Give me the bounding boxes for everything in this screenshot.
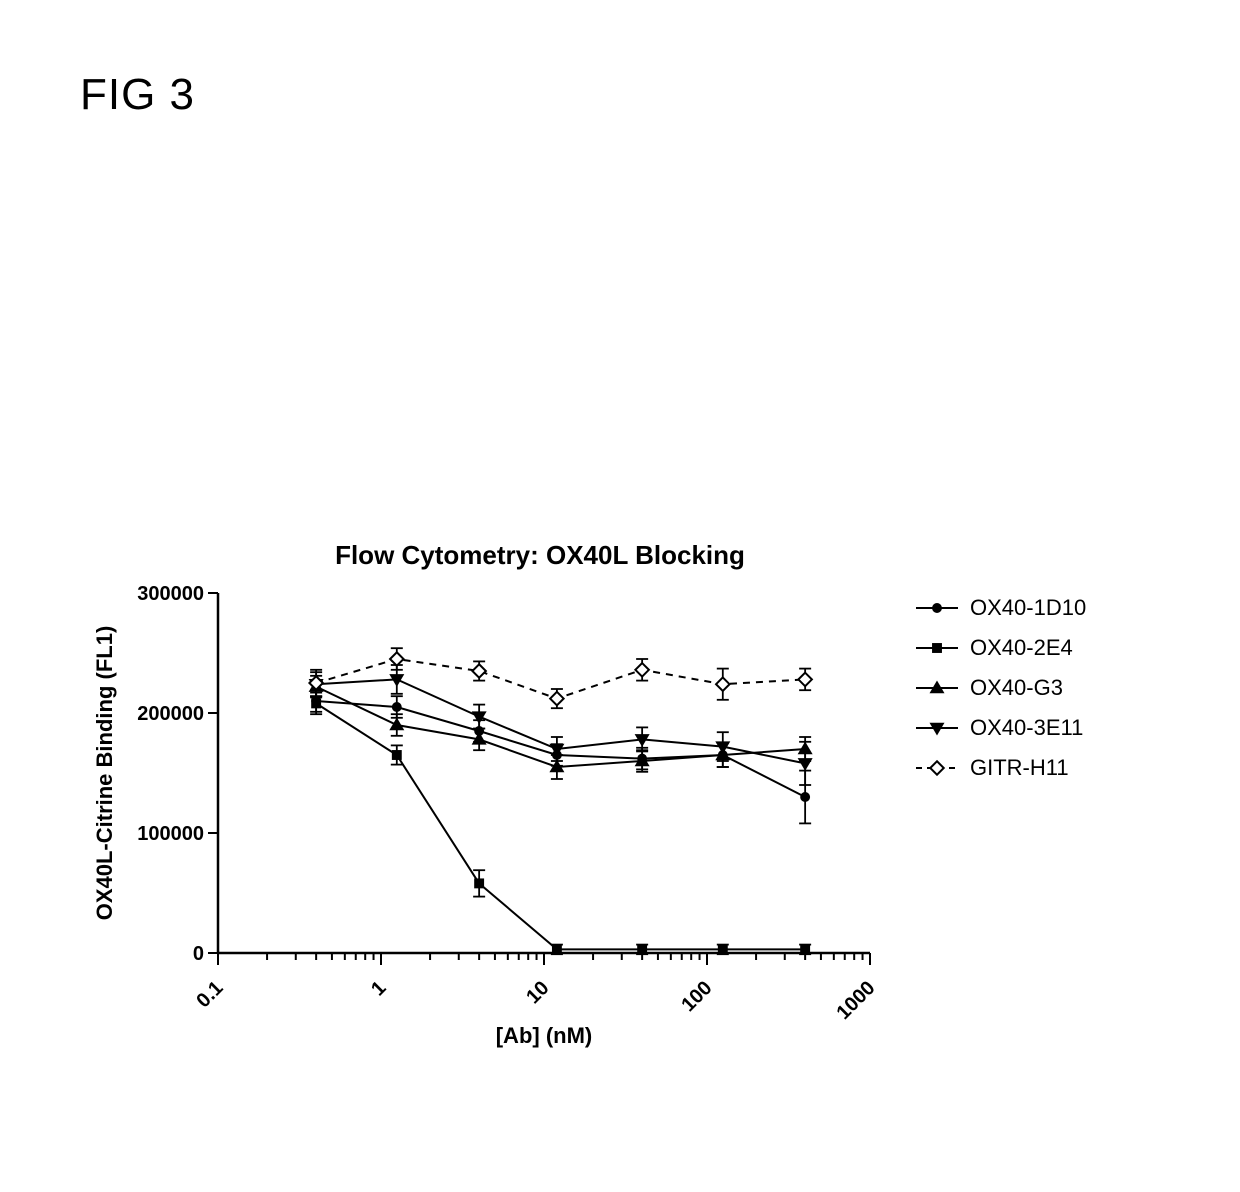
svg-text:1: 1 (367, 977, 390, 1000)
svg-text:100000: 100000 (137, 823, 204, 845)
legend-label: GITR-H11 (970, 755, 1069, 781)
chart-plot: 0 100000 200000 300000 0.1 1 10 100 1000 OX40L-Ci… (90, 577, 890, 1057)
svg-text:OX40L-Citrine Binding (FL1): OX40L-Citrine Binding (FL1) (92, 626, 117, 921)
legend-item: OX40-1D10 (914, 595, 1086, 621)
figure-label: FIG 3 (80, 70, 195, 120)
chart-legend: OX40-1D10 OX40-2E4 OX40-G3 OX40-3E11 GITR-H1… (914, 595, 1086, 781)
legend-label: OX40-2E4 (970, 635, 1073, 661)
svg-text:0: 0 (193, 943, 204, 965)
svg-text:0.1: 0.1 (192, 977, 227, 1012)
legend-item: GITR-H11 (914, 755, 1086, 781)
legend-label: OX40-3E11 (970, 715, 1083, 741)
svg-text:1000: 1000 (833, 977, 880, 1024)
chart-container: Flow Cytometry: OX40L Blocking 0 100000 20… (90, 540, 1150, 1057)
svg-text:[Ab] (nM): [Ab] (nM) (496, 1023, 593, 1048)
legend-item: OX40-3E11 (914, 715, 1086, 741)
chart-title: Flow Cytometry: OX40L Blocking (150, 540, 930, 571)
legend-item: OX40-G3 (914, 675, 1086, 701)
svg-text:10: 10 (522, 977, 553, 1008)
svg-text:100: 100 (677, 977, 716, 1016)
legend-label: OX40-G3 (970, 675, 1063, 701)
svg-text:300000: 300000 (137, 583, 204, 605)
legend-label: OX40-1D10 (970, 595, 1086, 621)
legend-item: OX40-2E4 (914, 635, 1086, 661)
svg-text:200000: 200000 (137, 703, 204, 725)
